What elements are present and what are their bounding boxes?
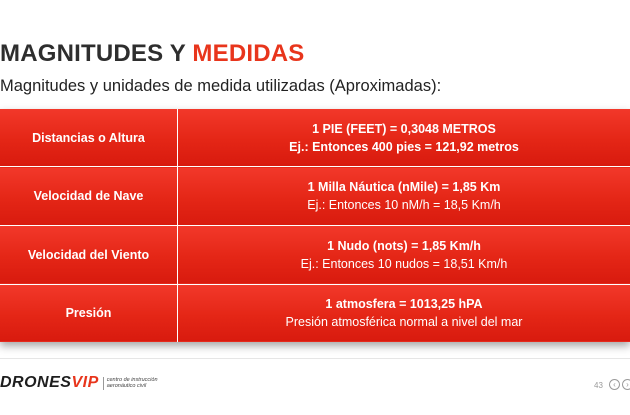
row-label: Velocidad de Nave — [0, 166, 178, 226]
slide-title: MAGNITUDES Y MEDIDAS — [0, 40, 305, 68]
page-number: 43 — [594, 381, 603, 390]
chevron-left-icon[interactable]: ‹ — [609, 379, 620, 390]
row-value: 1 atmosfera = 1013,25 hPA Presión atmosf… — [177, 284, 630, 342]
slide-title-part2: MEDIDAS — [192, 40, 305, 67]
logo-tagline: centro de instrucción aeronáutico civil — [102, 376, 158, 390]
chevron-right-icon[interactable]: › — [622, 379, 630, 390]
row-label: Distancias o Altura — [0, 109, 178, 168]
slide-title-part1: MAGNITUDES Y — [0, 40, 193, 67]
logo-tagline-line1: centro de instrucción — [106, 376, 158, 383]
table-row: Presión 1 atmosfera = 1013,25 hPA Presió… — [0, 284, 630, 342]
logo-part2: VIP — [71, 374, 99, 391]
logo-part1: DRONES — [0, 374, 72, 391]
row-value-line2: Ej.: Entonces 400 pies = 121,92 metros — [289, 139, 519, 154]
row-value-line1: 1 PIE (FEET) = 0,3048 METROS — [312, 121, 496, 136]
row-value-line1: 1 atmosfera = 1013,25 hPA — [325, 297, 483, 312]
row-value-line2: Ej.: Entonces 10 nM/h = 18,5 Km/h — [307, 198, 501, 213]
dronesvip-logo: DRONESVIP centro de instrucción aeronáut… — [0, 374, 158, 392]
logo-tagline-line2: aeronáutico civil — [106, 383, 147, 389]
units-table-container: Distancias o Altura 1 PIE (FEET) = 0,304… — [0, 109, 630, 342]
row-label: Presión — [0, 284, 178, 342]
row-value: 1 Nudo (nots) = 1,85 Km/h Ej.: Entonces … — [177, 225, 630, 285]
table-row: Distancias o Altura 1 PIE (FEET) = 0,304… — [0, 109, 630, 168]
table-row: Velocidad del Viento 1 Nudo (nots) = 1,8… — [0, 225, 630, 285]
row-value-line1: 1 Nudo (nots) = 1,85 Km/h — [327, 238, 481, 253]
row-value: 1 PIE (FEET) = 0,3048 METROS Ej.: Entonc… — [177, 109, 630, 168]
row-value-line2: Presión atmosférica normal a nivel del m… — [285, 315, 523, 330]
table-row: Velocidad de Nave 1 Milla Náutica (nMile… — [0, 166, 630, 226]
footer-divider — [0, 358, 630, 359]
row-label: Velocidad del Viento — [0, 225, 178, 285]
slide-subtitle: Magnitudes y unidades de medida utilizad… — [0, 77, 442, 95]
row-value: 1 Milla Náutica (nMile) = 1,85 Km Ej.: E… — [177, 166, 630, 226]
row-value-line2: Ej.: Entonces 10 nudos = 18,51 Km/h — [300, 256, 508, 271]
units-table: Distancias o Altura 1 PIE (FEET) = 0,304… — [0, 109, 630, 342]
row-value-line1: 1 Milla Náutica (nMile) = 1,85 Km — [307, 180, 501, 195]
logo-wordmark: DRONESVIP — [0, 374, 99, 392]
